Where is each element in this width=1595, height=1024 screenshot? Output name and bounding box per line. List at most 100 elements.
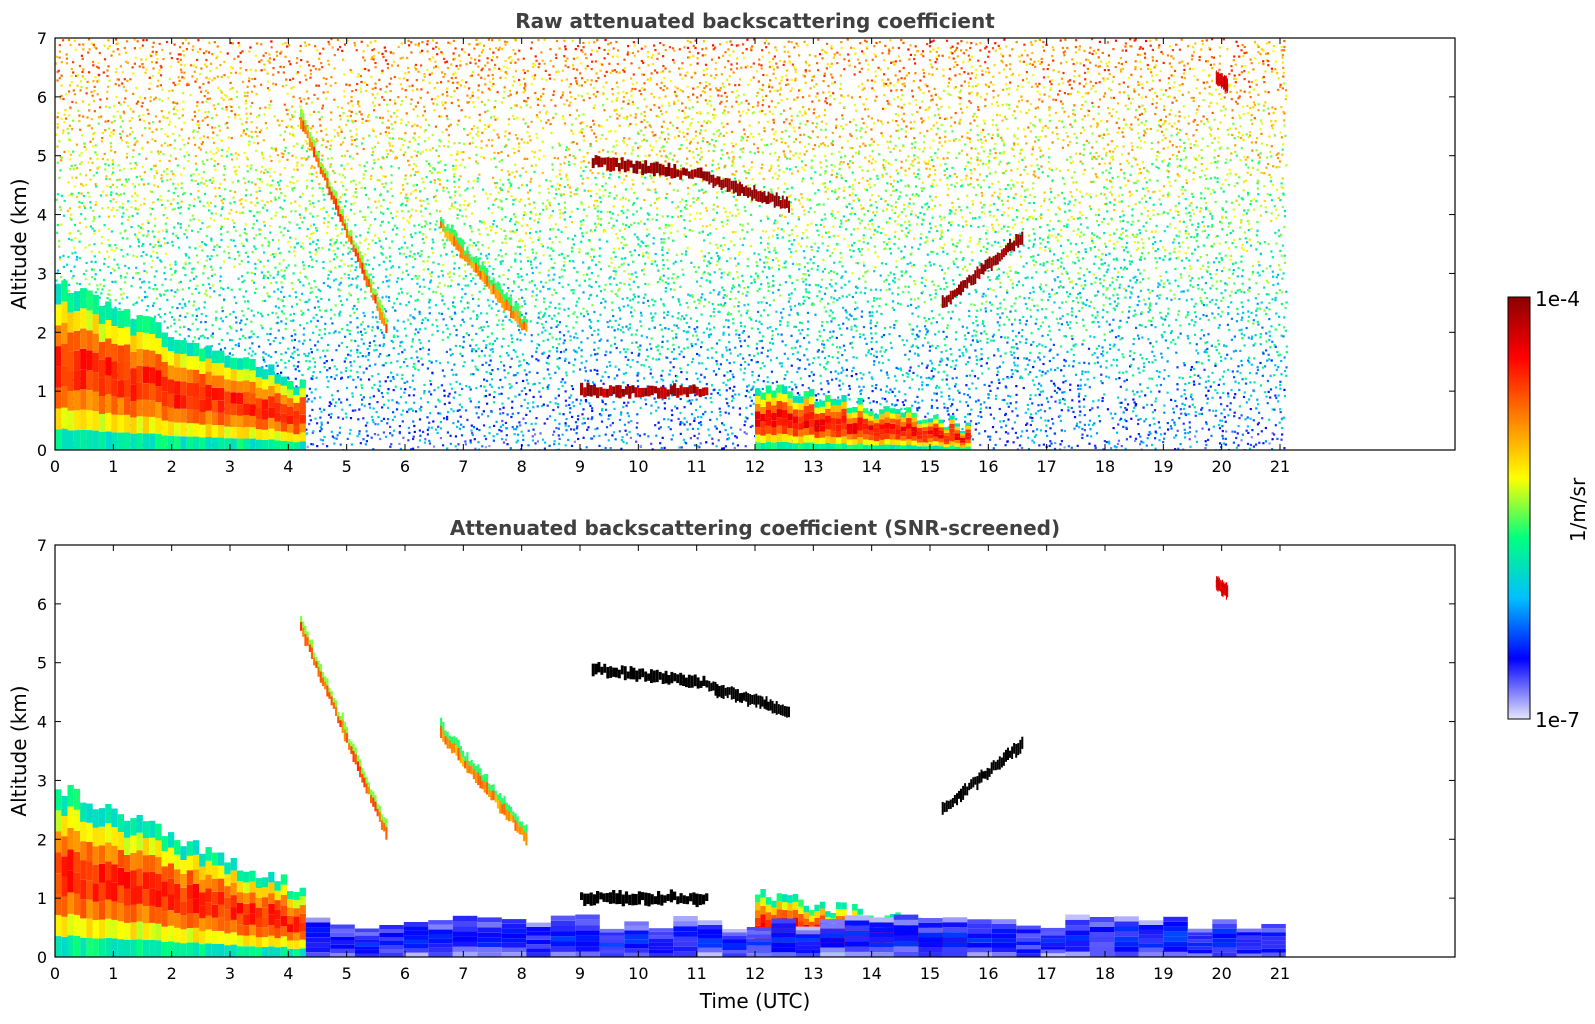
noise-pixel <box>159 64 162 68</box>
noise-pixel <box>203 306 206 309</box>
noise-pixel <box>322 267 325 270</box>
noise-pixel <box>210 181 213 184</box>
noise-pixel <box>259 178 262 181</box>
noise-pixel <box>428 58 431 61</box>
noise-pixel <box>56 126 59 129</box>
noise-pixel <box>450 63 453 66</box>
noise-pixel <box>184 229 188 232</box>
noise-pixel <box>408 408 411 411</box>
noise-pixel <box>137 272 140 275</box>
noise-pixel <box>126 237 129 240</box>
noise-pixel <box>403 139 406 142</box>
noise-pixel <box>316 319 319 322</box>
noise-pixel <box>531 251 534 254</box>
noise-pixel <box>449 284 452 288</box>
noise-pixel <box>377 51 380 54</box>
noise-pixel <box>414 410 418 413</box>
noise-pixel <box>180 128 183 131</box>
noise-pixel <box>118 53 121 56</box>
noise-pixel <box>148 281 151 284</box>
noise-pixel <box>60 74 63 77</box>
noise-background <box>55 38 1288 450</box>
noise-pixel <box>179 223 182 226</box>
noise-pixel <box>496 91 499 94</box>
noise-pixel <box>211 268 214 271</box>
noise-pixel <box>365 161 368 164</box>
noise-pixel <box>500 101 504 104</box>
noise-pixel <box>485 320 488 324</box>
noise-pixel <box>207 277 210 280</box>
noise-pixel <box>326 90 329 94</box>
noise-pixel <box>378 239 381 242</box>
noise-pixel <box>464 275 467 278</box>
noise-pixel <box>220 338 223 342</box>
noise-pixel <box>114 83 117 86</box>
noise-pixel <box>385 126 389 129</box>
noise-pixel <box>160 66 163 69</box>
noise-pixel <box>199 335 202 338</box>
noise-pixel <box>186 82 189 85</box>
noise-pixel <box>431 133 434 137</box>
noise-pixel <box>341 303 344 307</box>
noise-pixel <box>532 406 535 409</box>
noise-pixel <box>105 177 108 181</box>
noise-pixel <box>176 307 179 310</box>
noise-pixel <box>376 179 379 182</box>
noise-pixel <box>430 426 433 429</box>
noise-pixel <box>146 305 149 308</box>
noise-pixel <box>434 65 438 68</box>
noise-pixel <box>435 41 438 44</box>
noise-pixel <box>204 111 207 114</box>
noise-pixel <box>242 314 245 317</box>
noise-pixel <box>219 266 222 269</box>
noise-pixel <box>83 204 86 208</box>
noise-pixel <box>492 435 495 438</box>
noise-pixel <box>450 95 453 98</box>
noise-pixel <box>487 139 490 142</box>
noise-pixel <box>310 232 313 235</box>
noise-pixel <box>112 198 115 201</box>
noise-pixel <box>307 308 310 311</box>
noise-pixel <box>371 316 374 319</box>
noise-pixel <box>447 191 450 194</box>
noise-pixel <box>423 110 426 113</box>
noise-pixel <box>91 161 94 164</box>
noise-pixel <box>493 106 496 109</box>
noise-pixel <box>209 69 212 73</box>
noise-pixel <box>280 358 283 362</box>
noise-pixel <box>249 46 252 49</box>
noise-pixel <box>246 85 249 88</box>
noise-pixel <box>121 71 124 74</box>
noise-pixel <box>220 207 224 211</box>
noise-pixel <box>245 318 248 321</box>
noise-pixel <box>478 355 481 358</box>
noise-pixel <box>225 155 228 158</box>
noise-pixel <box>522 379 525 383</box>
noise-pixel <box>379 193 383 196</box>
noise-pixel <box>471 359 474 362</box>
noise-pixel <box>311 408 314 411</box>
noise-pixel <box>412 374 415 377</box>
noise-pixel <box>384 380 387 383</box>
noise-pixel <box>118 206 121 209</box>
noise-pixel <box>102 278 106 282</box>
noise-pixel <box>504 59 507 62</box>
noise-pixel <box>87 191 90 194</box>
noise-pixel <box>206 255 209 258</box>
noise-pixel <box>510 237 513 240</box>
noise-pixel <box>202 52 206 55</box>
noise-pixel <box>514 70 518 73</box>
noise-pixel <box>177 206 180 209</box>
noise-pixel <box>297 353 300 357</box>
noise-pixel <box>339 300 342 303</box>
noise-pixel <box>284 42 287 45</box>
noise-pixel <box>133 185 136 188</box>
noise-pixel <box>424 207 427 210</box>
noise-pixel <box>464 199 467 203</box>
noise-pixel <box>276 273 279 276</box>
noise-pixel <box>125 156 128 159</box>
noise-pixel <box>483 156 486 159</box>
noise-pixel <box>315 227 318 230</box>
noise-pixel <box>88 195 91 198</box>
noise-pixel <box>352 179 355 182</box>
